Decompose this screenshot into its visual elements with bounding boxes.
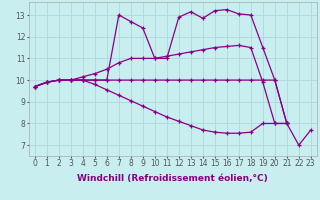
X-axis label: Windchill (Refroidissement éolien,°C): Windchill (Refroidissement éolien,°C) — [77, 174, 268, 183]
